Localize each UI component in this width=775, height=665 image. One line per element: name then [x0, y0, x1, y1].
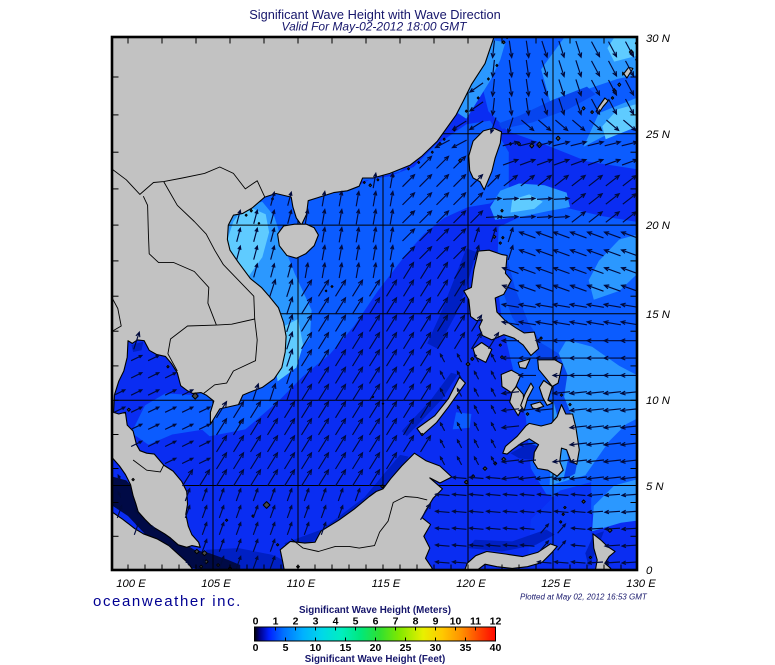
- svg-text:2: 2: [293, 616, 299, 628]
- svg-text:11: 11: [470, 616, 481, 628]
- svg-text:0: 0: [253, 642, 259, 654]
- svg-text:10 N: 10 N: [646, 395, 671, 407]
- svg-text:25: 25: [400, 642, 412, 654]
- svg-text:20: 20: [370, 642, 382, 654]
- svg-text:0: 0: [253, 616, 259, 628]
- svg-text:Significant Wave Height with W: Significant Wave Height with Wave Direct…: [249, 7, 501, 22]
- svg-text:oceanweather inc.: oceanweather inc.: [93, 593, 242, 610]
- svg-text:5: 5: [283, 642, 289, 654]
- svg-text:15 N: 15 N: [646, 309, 671, 321]
- svg-text:20 N: 20 N: [645, 220, 671, 232]
- svg-text:Significant Wave Height (Meter: Significant Wave Height (Meters): [299, 605, 451, 616]
- svg-text:8: 8: [413, 616, 419, 628]
- svg-text:100 E: 100 E: [116, 578, 146, 590]
- svg-text:30 N: 30 N: [646, 33, 671, 45]
- svg-text:5: 5: [353, 616, 359, 628]
- svg-text:Plotted at May 02, 2012 16:53: Plotted at May 02, 2012 16:53 GMT: [520, 593, 648, 602]
- svg-text:35: 35: [460, 642, 472, 654]
- svg-text:25 N: 25 N: [645, 129, 671, 141]
- svg-text:12: 12: [490, 616, 502, 628]
- svg-text:1: 1: [273, 616, 279, 628]
- svg-text:Significant Wave Height (Feet): Significant Wave Height (Feet): [305, 654, 446, 665]
- svg-text:5 N: 5 N: [646, 481, 664, 493]
- svg-text:6: 6: [373, 616, 379, 628]
- svg-text:130 E: 130 E: [626, 578, 656, 590]
- svg-text:7: 7: [393, 616, 399, 628]
- svg-text:110 E: 110 E: [287, 578, 316, 590]
- svg-text:15: 15: [340, 642, 352, 654]
- svg-text:105 E: 105 E: [201, 578, 231, 590]
- svg-text:10: 10: [450, 616, 462, 628]
- svg-text:40: 40: [490, 642, 502, 654]
- svg-text:4: 4: [333, 616, 339, 628]
- svg-text:30: 30: [430, 642, 442, 654]
- svg-text:10: 10: [310, 642, 322, 654]
- svg-text:125 E: 125 E: [541, 578, 571, 590]
- svg-text:Valid For May-02-2012 18:00 GM: Valid For May-02-2012 18:00 GMT: [282, 20, 469, 34]
- svg-text:3: 3: [313, 616, 319, 628]
- svg-text:115 E: 115 E: [372, 578, 401, 590]
- svg-text:0: 0: [646, 565, 653, 577]
- svg-text:9: 9: [433, 616, 439, 628]
- svg-text:120 E: 120 E: [456, 578, 486, 590]
